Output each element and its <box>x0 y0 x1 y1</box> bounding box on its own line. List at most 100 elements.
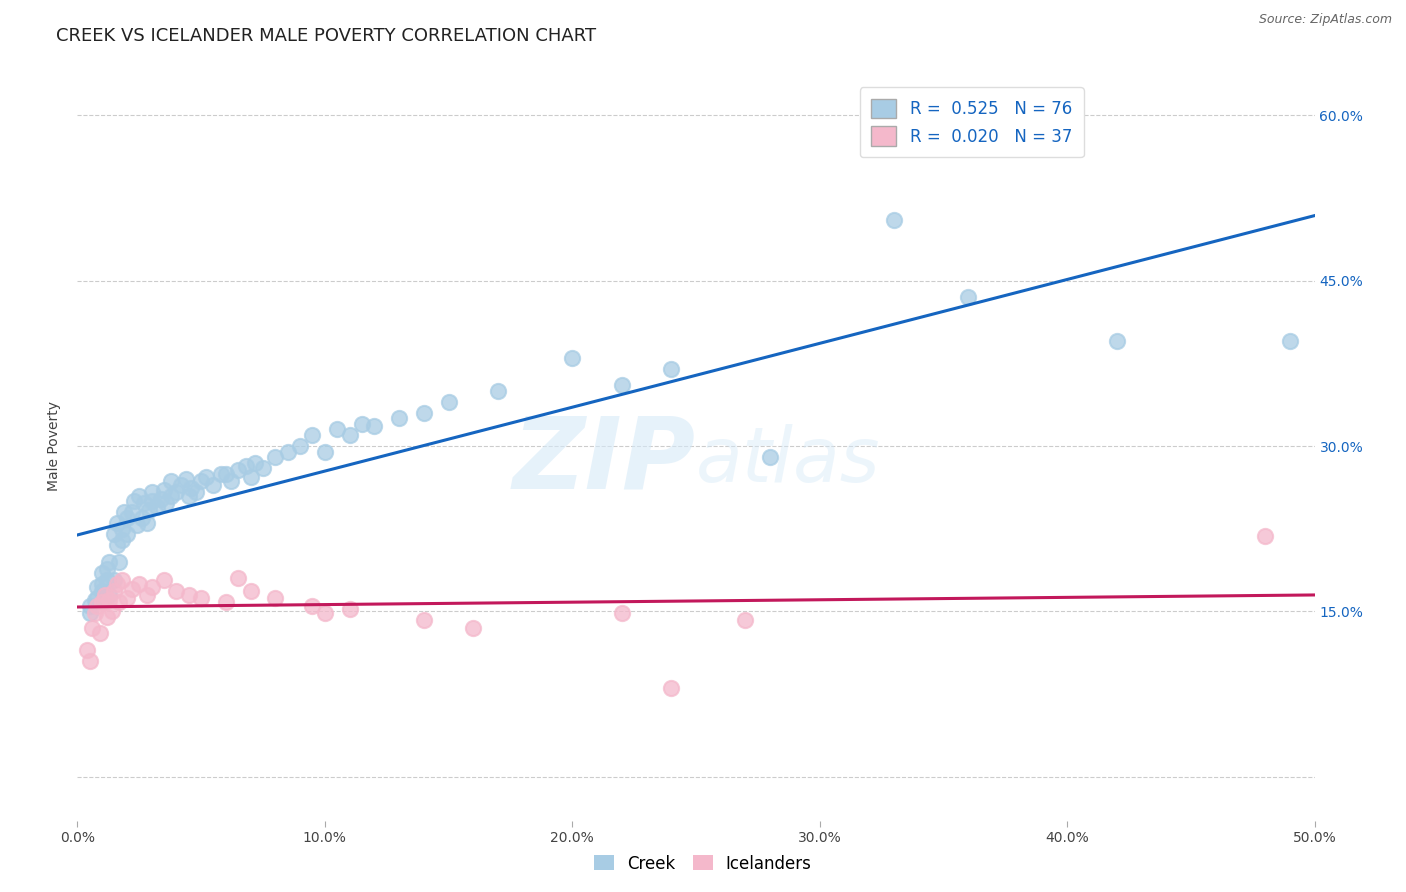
Point <box>226 571 249 585</box>
Point <box>215 467 238 481</box>
Point <box>160 475 183 489</box>
Point <box>219 475 242 489</box>
Point <box>105 576 128 591</box>
Point <box>96 609 118 624</box>
Point <box>245 456 267 470</box>
Point <box>350 417 373 431</box>
Point <box>1278 334 1301 349</box>
Point <box>91 566 114 580</box>
Point <box>184 485 207 500</box>
Point <box>277 444 299 458</box>
Legend: Creek, Icelanders: Creek, Icelanders <box>588 848 818 880</box>
Point <box>463 621 485 635</box>
Point <box>301 599 323 613</box>
Point <box>160 489 183 503</box>
Point <box>141 580 163 594</box>
Point <box>288 439 311 453</box>
Point <box>82 621 104 635</box>
Point <box>610 378 633 392</box>
Point <box>153 574 176 588</box>
Point <box>486 384 509 398</box>
Point <box>96 562 118 576</box>
Point <box>314 444 336 458</box>
Point <box>1105 334 1128 349</box>
Point <box>141 485 163 500</box>
Point <box>93 588 115 602</box>
Point <box>135 516 157 530</box>
Point <box>79 654 101 668</box>
Point <box>610 607 633 621</box>
Point <box>138 503 160 517</box>
Y-axis label: Male Poverty: Male Poverty <box>48 401 62 491</box>
Point <box>883 213 905 227</box>
Point <box>195 470 218 484</box>
Point <box>103 574 125 588</box>
Point <box>235 458 257 473</box>
Text: CREEK VS ICELANDER MALE POVERTY CORRELATION CHART: CREEK VS ICELANDER MALE POVERTY CORRELAT… <box>56 27 596 45</box>
Point <box>659 681 682 696</box>
Point <box>314 607 336 621</box>
Point <box>339 428 361 442</box>
Point <box>155 496 177 510</box>
Point <box>165 584 187 599</box>
Point <box>76 643 98 657</box>
Point <box>145 500 167 514</box>
Point <box>91 584 114 599</box>
Point <box>89 626 111 640</box>
Point <box>108 595 131 609</box>
Point <box>301 428 323 442</box>
Point <box>98 593 121 607</box>
Point <box>412 406 434 420</box>
Point <box>363 419 385 434</box>
Point <box>759 450 782 464</box>
Point <box>105 516 128 530</box>
Point <box>239 584 262 599</box>
Point <box>86 599 108 613</box>
Point <box>101 604 124 618</box>
Point <box>112 505 135 519</box>
Point <box>111 522 134 536</box>
Point <box>135 588 157 602</box>
Point <box>339 602 361 616</box>
Point <box>226 463 249 477</box>
Point <box>190 591 212 605</box>
Point <box>108 555 131 569</box>
Point <box>105 538 128 552</box>
Point <box>326 422 349 436</box>
Text: ZIP: ZIP <box>513 412 696 509</box>
Point <box>131 510 153 524</box>
Point <box>1254 529 1277 543</box>
Point <box>134 496 156 510</box>
Point <box>177 489 200 503</box>
Point <box>83 607 105 621</box>
Point <box>177 588 200 602</box>
Point <box>128 489 150 503</box>
Point <box>86 580 108 594</box>
Point <box>659 362 682 376</box>
Point <box>111 533 134 547</box>
Point <box>128 576 150 591</box>
Point <box>190 475 212 489</box>
Point <box>437 395 460 409</box>
Point <box>115 527 138 541</box>
Point <box>141 494 163 508</box>
Point <box>957 290 980 304</box>
Point <box>174 472 197 486</box>
Point <box>215 595 238 609</box>
Point <box>91 595 114 609</box>
Point <box>79 599 101 613</box>
Point <box>252 461 274 475</box>
Point <box>122 494 145 508</box>
Point <box>103 584 125 599</box>
Point <box>388 411 411 425</box>
Point <box>734 613 756 627</box>
Point <box>98 588 121 602</box>
Point <box>121 505 143 519</box>
Point <box>264 450 287 464</box>
Text: Source: ZipAtlas.com: Source: ZipAtlas.com <box>1258 13 1392 27</box>
Point <box>180 481 202 495</box>
Point <box>86 591 108 605</box>
Point <box>239 470 262 484</box>
Point <box>153 483 176 497</box>
Legend: R =  0.525   N = 76, R =  0.020   N = 37: R = 0.525 N = 76, R = 0.020 N = 37 <box>859 87 1084 157</box>
